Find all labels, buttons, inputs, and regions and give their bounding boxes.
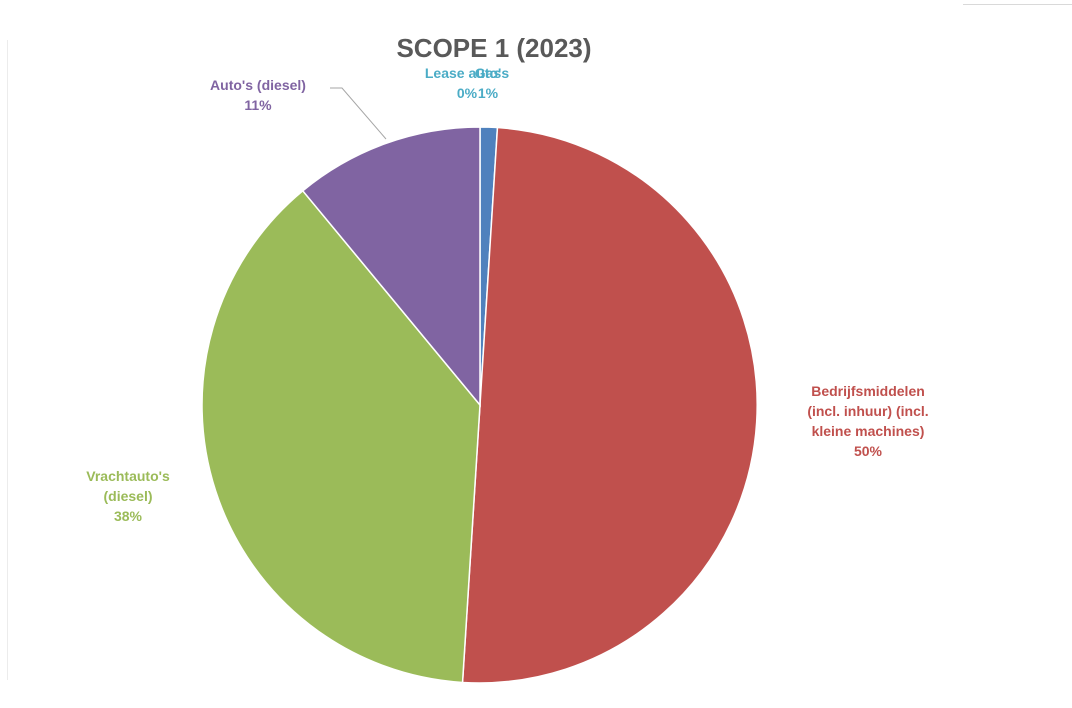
data-label-percent: 50% — [854, 443, 883, 459]
data-labels: Gas 1% Bedrijfsmiddelen (incl. inhuur) (inc… — [86, 65, 928, 524]
data-label-1: Bedrijfsmiddelen (incl. inhuur) (incl. kle… — [807, 383, 928, 459]
pie-slice-2 — [201, 189, 481, 684]
data-label-line: Bedrijfsmiddelen — [811, 383, 925, 399]
pie-slices — [201, 126, 758, 684]
data-label-line: Auto's (diesel) — [210, 77, 306, 93]
data-label-3: Auto's (diesel) 11% — [210, 77, 306, 113]
data-label-line: Lease auto's — [425, 65, 509, 81]
data-label-percent: 0% — [457, 85, 478, 101]
frame-border-top — [963, 4, 1072, 5]
pie-slice-3 — [301, 126, 481, 408]
frame-border-left — [7, 40, 8, 680]
data-label-line: Vrachtauto's — [86, 468, 170, 484]
data-label-line: (incl. inhuur) (incl. — [807, 403, 928, 419]
data-label-percent: 11% — [244, 97, 272, 113]
chart-title: SCOPE 1 (2023) — [396, 33, 591, 63]
data-label-line: Gas — [475, 65, 502, 81]
leader-lines — [330, 87, 387, 140]
data-label-2: Vrachtauto's (diesel) 38% — [86, 468, 170, 524]
pie-slice-1 — [461, 126, 758, 684]
data-label-line: kleine machines) — [812, 423, 925, 439]
data-label-percent: 1% — [478, 85, 499, 101]
data-label-0: Gas 1% — [475, 65, 502, 101]
data-label-line: (diesel) — [103, 488, 152, 504]
leader-line-3 — [330, 87, 387, 140]
data-label-percent: 38% — [114, 508, 143, 524]
data-label-4: Lease auto's 0% — [425, 65, 509, 101]
